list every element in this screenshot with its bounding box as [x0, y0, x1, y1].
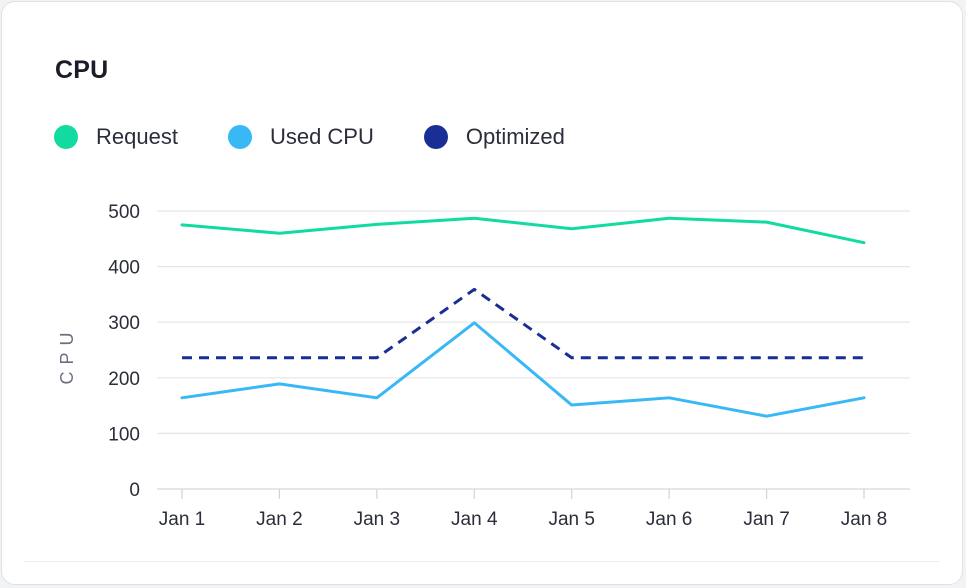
series-line-used-cpu: [180, 321, 866, 418]
y-tick-label: 200: [108, 369, 140, 390]
series-line-request: [180, 216, 866, 245]
legend-dot-optimized: [423, 125, 448, 149]
x-tick-label: Jan 5: [548, 509, 594, 530]
y-axis-label: CPU: [57, 325, 77, 384]
x-tick-label: Jan 8: [841, 509, 887, 530]
y-tick-label: 300: [108, 313, 140, 334]
legend-label-optimized: Optimized: [465, 124, 565, 149]
chart-legend: Request Used CPU Optimized: [54, 124, 615, 150]
y-tick-label: 0: [129, 480, 140, 501]
legend-label-request: Request: [96, 124, 178, 149]
x-tick-label: Jan 2: [256, 509, 302, 530]
legend-item-used-cpu[interactable]: Used CPU: [227, 124, 374, 150]
x-tick-label: Jan 7: [743, 509, 789, 530]
series-line-optimized: [182, 287, 864, 360]
y-tick-label: 100: [108, 424, 140, 445]
legend-item-optimized[interactable]: Optimized: [423, 124, 565, 150]
y-tick-label: 500: [108, 202, 140, 223]
legend-dot-request: [54, 125, 78, 149]
x-tick-label: Jan 6: [646, 509, 692, 530]
x-tick-label: Jan 1: [159, 509, 205, 530]
legend-dot-used-cpu: [227, 125, 252, 149]
legend-label-used-cpu: Used CPU: [269, 124, 374, 149]
card-divider: [24, 561, 940, 562]
y-tick-label: 400: [108, 258, 140, 279]
card-title: CPU: [55, 56, 109, 84]
legend-item-request[interactable]: Request: [54, 124, 178, 150]
x-tick-label: Jan 4: [451, 509, 498, 530]
x-tick-label: Jan 3: [354, 509, 400, 530]
